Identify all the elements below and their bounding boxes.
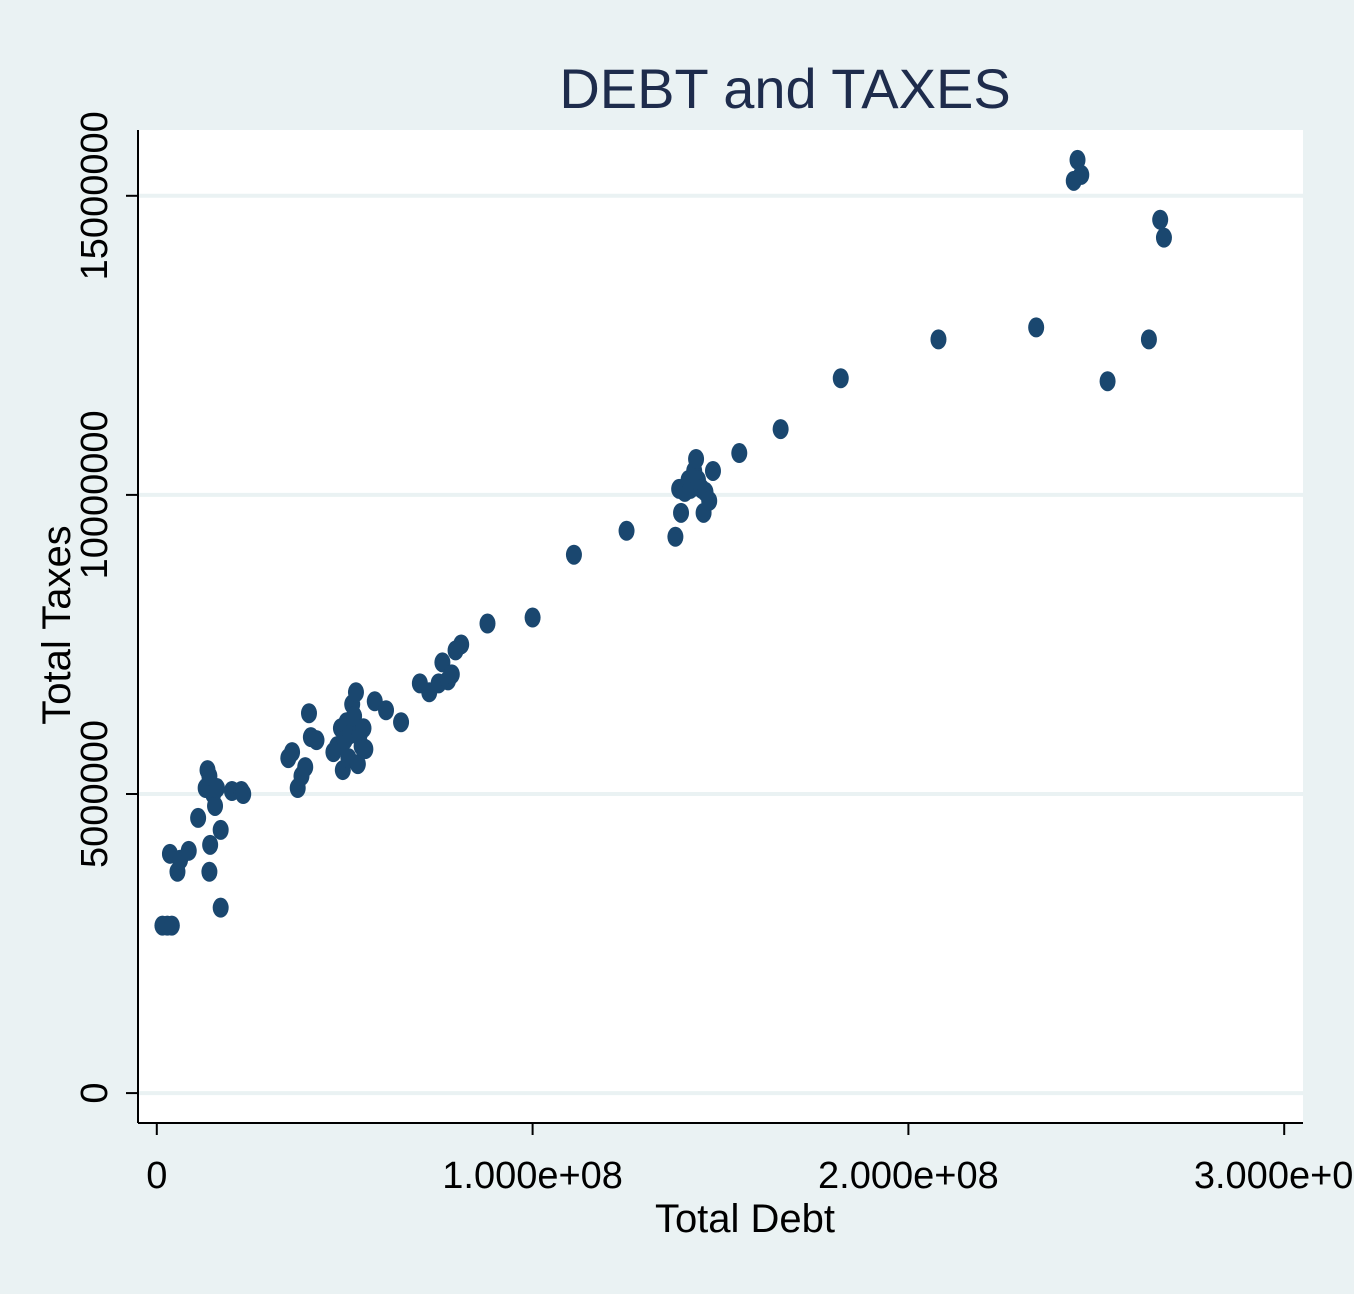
data-point-47 bbox=[393, 712, 410, 733]
data-point-84 bbox=[1152, 209, 1169, 230]
x-tick-label-1: 1.000e+08 bbox=[442, 1155, 623, 1197]
data-point-59 bbox=[618, 520, 635, 541]
data-point-72 bbox=[701, 490, 718, 511]
y-tick-label-1: 5000000 bbox=[74, 720, 116, 868]
data-point-9 bbox=[202, 834, 219, 855]
x-tick-label-3: 3.000e+08 bbox=[1194, 1155, 1354, 1197]
data-point-10 bbox=[212, 819, 229, 840]
data-point-43 bbox=[355, 718, 372, 739]
data-point-62 bbox=[673, 502, 690, 523]
x-axis-label: Total Debt bbox=[655, 1197, 835, 1241]
data-point-46 bbox=[378, 700, 395, 721]
data-point-40 bbox=[349, 754, 366, 775]
data-point-74 bbox=[731, 443, 748, 464]
data-point-58 bbox=[565, 544, 582, 565]
data-point-25 bbox=[297, 757, 314, 778]
data-point-77 bbox=[930, 329, 947, 350]
data-points bbox=[154, 149, 1172, 936]
data-point-82 bbox=[1099, 371, 1116, 392]
grid-layer bbox=[138, 193, 1303, 1096]
y-tick-label-0: 0 bbox=[74, 1083, 116, 1104]
data-point-8 bbox=[201, 861, 218, 882]
data-point-11 bbox=[212, 897, 229, 918]
data-point-78 bbox=[1028, 317, 1045, 338]
x-axis-ticks: 0 1.000e+08 2.000e+08 3.000e+08 bbox=[146, 1123, 1354, 1197]
data-point-20 bbox=[235, 783, 252, 804]
data-point-81 bbox=[1073, 164, 1090, 185]
data-point-60 bbox=[667, 526, 684, 547]
y-tick-label-3: 15000000 bbox=[74, 111, 116, 280]
data-point-22 bbox=[284, 742, 301, 763]
data-point-67 bbox=[688, 449, 705, 470]
plot-area bbox=[138, 130, 1303, 1123]
data-point-55 bbox=[453, 634, 470, 655]
y-axis-ticks: 0 5000000 10000000 15000000 bbox=[74, 111, 138, 1104]
data-point-6 bbox=[180, 840, 197, 861]
data-point-56 bbox=[479, 613, 496, 634]
data-point-76 bbox=[832, 368, 849, 389]
data-point-26 bbox=[300, 703, 317, 724]
data-point-75 bbox=[772, 419, 789, 440]
data-point-85 bbox=[1155, 227, 1172, 248]
data-point-2 bbox=[163, 915, 180, 936]
data-point-39 bbox=[347, 682, 364, 703]
y-axis-label: Total Taxes bbox=[35, 525, 79, 724]
data-point-7 bbox=[190, 807, 207, 828]
data-point-73 bbox=[704, 460, 721, 481]
data-point-44 bbox=[357, 739, 374, 760]
data-point-53 bbox=[443, 664, 460, 685]
y-tick-label-2: 10000000 bbox=[74, 410, 116, 579]
data-point-83 bbox=[1140, 329, 1157, 350]
x-tick-label-0: 0 bbox=[146, 1155, 167, 1197]
x-tick-label-2: 2.000e+08 bbox=[818, 1155, 999, 1197]
data-point-57 bbox=[524, 607, 541, 628]
data-point-28 bbox=[308, 730, 325, 751]
chart-title: DEBT and TAXES bbox=[559, 57, 1010, 120]
data-point-16 bbox=[207, 795, 224, 816]
data-point-17 bbox=[208, 778, 225, 799]
